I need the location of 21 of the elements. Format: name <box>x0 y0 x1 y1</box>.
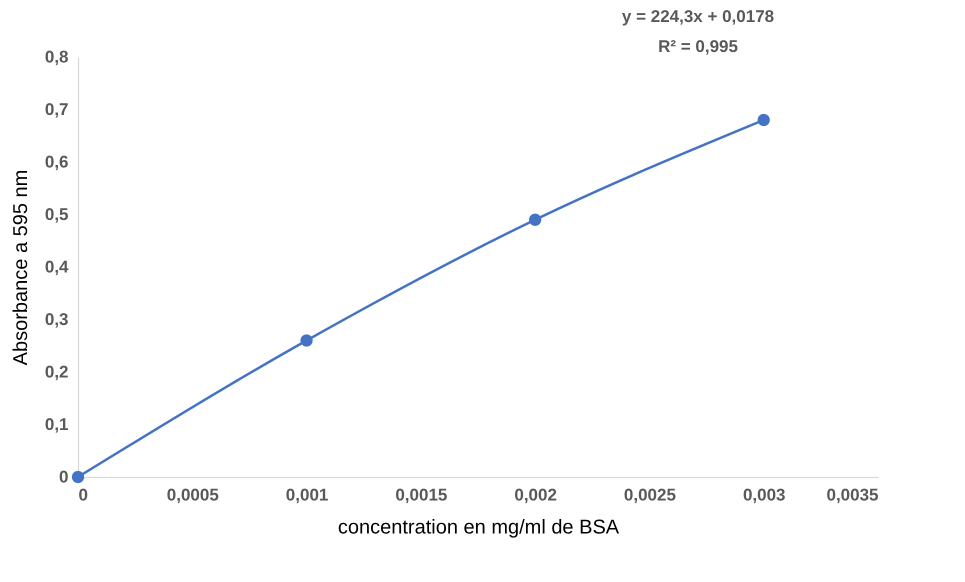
x-tick-label: 0,0015 <box>395 486 448 504</box>
x-tick-label: 0,0035 <box>826 486 878 504</box>
y-tick-label: 0 <box>59 468 68 486</box>
x-axis-title: concentration en mg/ml de BSA <box>338 516 620 538</box>
x-tick-label: 0,002 <box>514 486 557 504</box>
x-tick-label: 0,0025 <box>624 486 676 504</box>
x-tick-label: 0,001 <box>286 486 328 504</box>
y-tick-label: 0,1 <box>44 415 68 434</box>
y-tick-label: 0,6 <box>44 152 68 172</box>
y-tick-label: 0,7 <box>44 100 68 119</box>
text: y = 224,3x + 0,0178 <box>622 7 774 26</box>
y-tick-label: 0,8 <box>44 48 68 66</box>
y-tick-label: 0,5 <box>44 205 68 224</box>
y-tick-label: 0,2 <box>44 362 68 382</box>
x-tick-label: 0,0005 <box>166 486 219 504</box>
y-tick-label: 0,4 <box>44 258 70 276</box>
x-tick-label: 0 <box>78 486 88 504</box>
text: R² = 0,995 <box>658 37 738 56</box>
y-tick-label: 0,3 <box>44 310 68 329</box>
x-tick-label: 0,003 <box>742 486 786 504</box>
y-axis-title: Absorbance a 595 nm <box>10 170 32 366</box>
